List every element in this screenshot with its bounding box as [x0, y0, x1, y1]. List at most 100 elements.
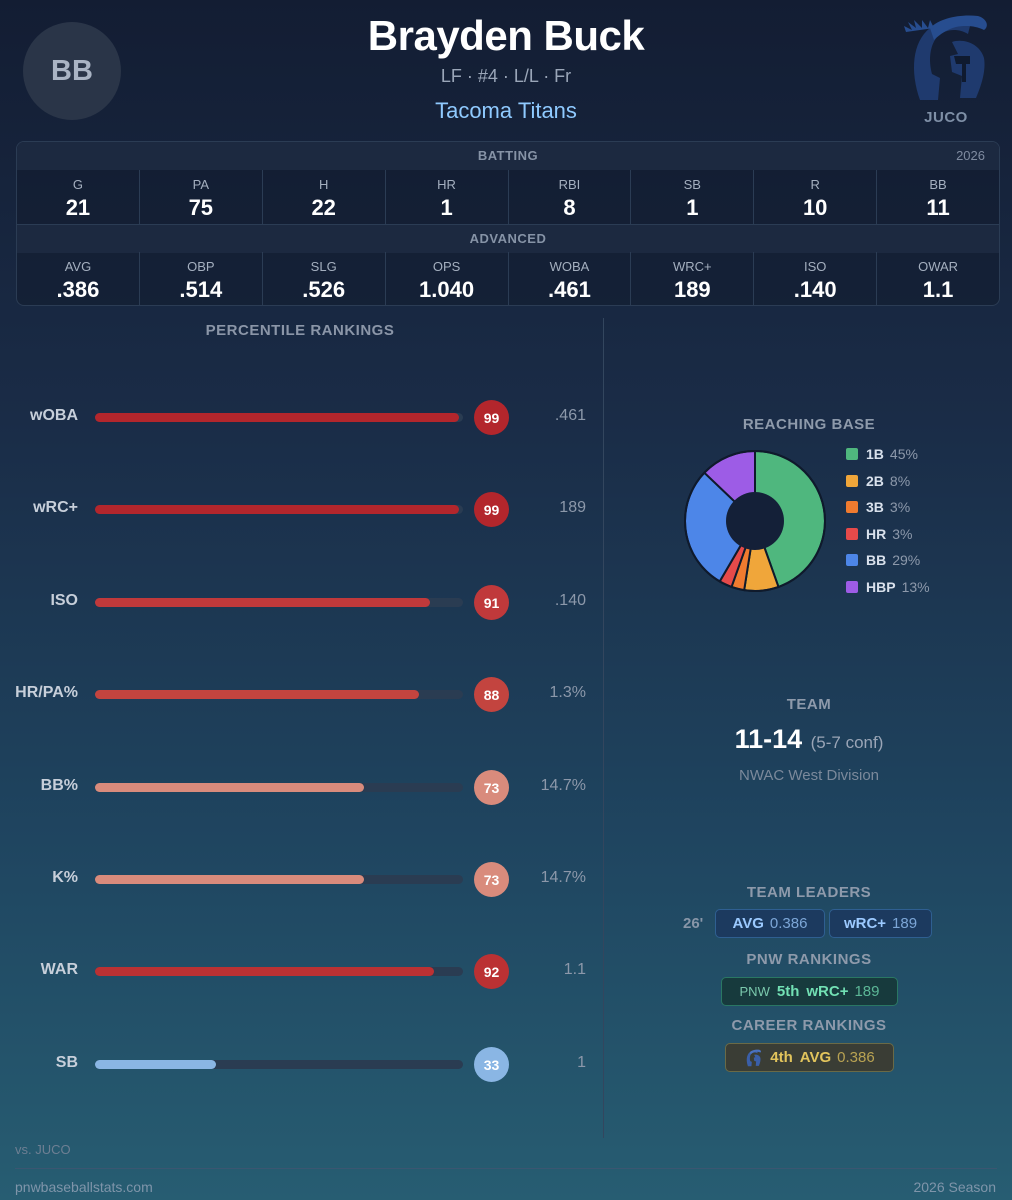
stat-label: RBI: [558, 177, 581, 192]
stat-value: 1: [686, 195, 699, 220]
stat-label: AVG: [64, 259, 92, 274]
stat-cell-woba: WOBA .461: [509, 252, 632, 305]
percentile-badge-hrpa: 88: [474, 677, 509, 712]
legend-swatch: [846, 554, 858, 567]
stat-label: SLG: [310, 259, 337, 274]
badge-stat: AVG: [799, 1049, 832, 1066]
stat-label: HR: [437, 177, 456, 192]
advanced-stats-row: AVG .386 OBP .514 SLG .526 OPS 1.040 WOBA .461 WRC…: [17, 252, 999, 305]
stat-cell-sb: SB 1: [631, 170, 755, 224]
pnw-rankings-title: PNW RANKINGS: [746, 951, 872, 968]
spartan-helmet-icon: [747, 1049, 762, 1066]
legend-name: HBP: [866, 579, 896, 595]
legend-percent: 29%: [892, 552, 921, 569]
percentile-value-war: 1.1: [563, 961, 586, 978]
badge-prefix: PNW: [739, 984, 770, 999]
career-rankings-title: CAREER RANKINGS: [731, 1017, 887, 1034]
comparison-note: vs. JUCO: [15, 1142, 71, 1157]
stat-label: WOBA: [549, 259, 590, 274]
stat-value: .514: [179, 277, 223, 302]
stat-cell-iso: ISO .140: [754, 252, 878, 305]
stat-label: OBP: [187, 259, 215, 274]
team-name: Tacoma Titans: [435, 98, 577, 123]
stat-label: PA: [192, 177, 209, 192]
stat-value: 75: [188, 195, 214, 220]
stat-cell-pa: PA 75: [140, 170, 263, 224]
badge-value: 0.386: [769, 915, 808, 932]
stat-label: SB: [683, 177, 701, 192]
team-title: TEAM: [786, 696, 832, 713]
stat-label: OPS: [432, 259, 461, 274]
reaching-base-title: REACHING BASE: [742, 416, 876, 433]
stat-value: 1.040: [419, 277, 475, 302]
legend-name: 1B: [866, 446, 884, 462]
advanced-header: ADVANCED: [17, 224, 999, 253]
percentile-title: PERCENTILE RANKINGS: [205, 322, 395, 339]
column-divider: [603, 318, 604, 1138]
stat-value: .140: [793, 277, 837, 302]
percentile-badge-wrc: 99: [474, 492, 509, 527]
percentile-label-sb: SB: [55, 1054, 78, 1071]
stat-cell-g: G 21: [17, 170, 140, 224]
batting-title: BATTING: [477, 148, 539, 163]
legend-percent: 13%: [901, 579, 930, 595]
percentile-bar-hrpa: [95, 690, 419, 699]
stat-label: BB: [929, 177, 947, 192]
legend-name: HR: [866, 525, 887, 542]
percentile-badge-war: 92: [474, 954, 509, 989]
percentile-bar-iso: [95, 598, 430, 607]
percentile-value-wrc: 189: [559, 499, 586, 516]
legend-item-hr: HR 3%: [846, 525, 912, 543]
legend-percent: 8%: [889, 472, 911, 489]
percentile-bar-wrc: [95, 505, 459, 514]
percentile-value-sb: 1: [577, 1054, 586, 1071]
percentile-value-hrpa: 1.3%: [549, 684, 586, 701]
percentile-value-woba: .461: [554, 407, 586, 424]
legend-item-bb: BB 29%: [846, 551, 920, 569]
stat-label: OWAR: [918, 259, 959, 274]
stat-label: ISO: [803, 259, 827, 274]
career-ranking-badge: 4th AVG 0.386: [725, 1043, 894, 1072]
stat-cell-h: H 22: [263, 170, 386, 224]
percentile-label-woba: wOBA: [30, 407, 78, 424]
player-meta: LF · #4 · L/L · Fr: [440, 66, 572, 86]
stat-value: 189: [673, 277, 711, 302]
legend-item-2b: 2B 8%: [846, 472, 910, 490]
percentile-bar-bb: [95, 783, 364, 792]
stat-label: G: [72, 177, 83, 192]
percentile-bar-k: [95, 875, 364, 884]
badge-stat: AVG: [732, 915, 764, 932]
stat-cell-slg: SLG .526: [263, 252, 386, 305]
badge-rank: 5th: [776, 983, 800, 1000]
footer-site: pnwbaseballstats.com: [15, 1179, 153, 1195]
donut-hole: [726, 492, 784, 550]
record-conference: (5-7 conf): [810, 733, 884, 752]
stat-cell-wrc: WRC+ 189: [631, 252, 755, 305]
stat-value: .526: [302, 277, 346, 302]
stat-value: .386: [56, 277, 100, 302]
avatar: BB: [23, 22, 121, 120]
stat-cell-owar: OWAR 1.1: [877, 252, 999, 305]
percentile-bar-war: [95, 967, 434, 976]
batting-stats-row: G 21 PA 75 H 22 HR 1 RBI 8 SB 1 R 10 BB 11: [17, 170, 999, 224]
percentile-label-iso: ISO: [50, 592, 78, 609]
badge-stat: wRC+: [806, 983, 849, 1000]
legend-percent: 45%: [889, 446, 918, 462]
legend-item-1b: 1B 45%: [846, 445, 918, 463]
percentile-badge-sb: 33: [474, 1047, 509, 1082]
spartan-helmet-logo: [904, 15, 987, 100]
stat-cell-hr: HR 1: [386, 170, 509, 224]
legend-percent: 3%: [889, 499, 911, 516]
stat-value: .461: [548, 277, 591, 302]
team-record: 11-14 (5-7 conf): [610, 724, 1008, 755]
percentile-value-k: 14.7%: [540, 869, 586, 886]
percentile-track-war: [95, 967, 463, 976]
pnw-ranking-badge: PNW 5th wRC+ 189: [721, 977, 898, 1006]
footer-season: 2026 Season: [913, 1179, 996, 1195]
stat-value: 21: [65, 195, 91, 220]
legend-item-hbp: HBP 13%: [846, 578, 930, 596]
stat-label: WRC+: [672, 259, 712, 274]
percentile-track-wrc: [95, 505, 463, 514]
stat-cell-bb: BB 11: [877, 170, 999, 224]
legend-swatch: [846, 527, 858, 540]
